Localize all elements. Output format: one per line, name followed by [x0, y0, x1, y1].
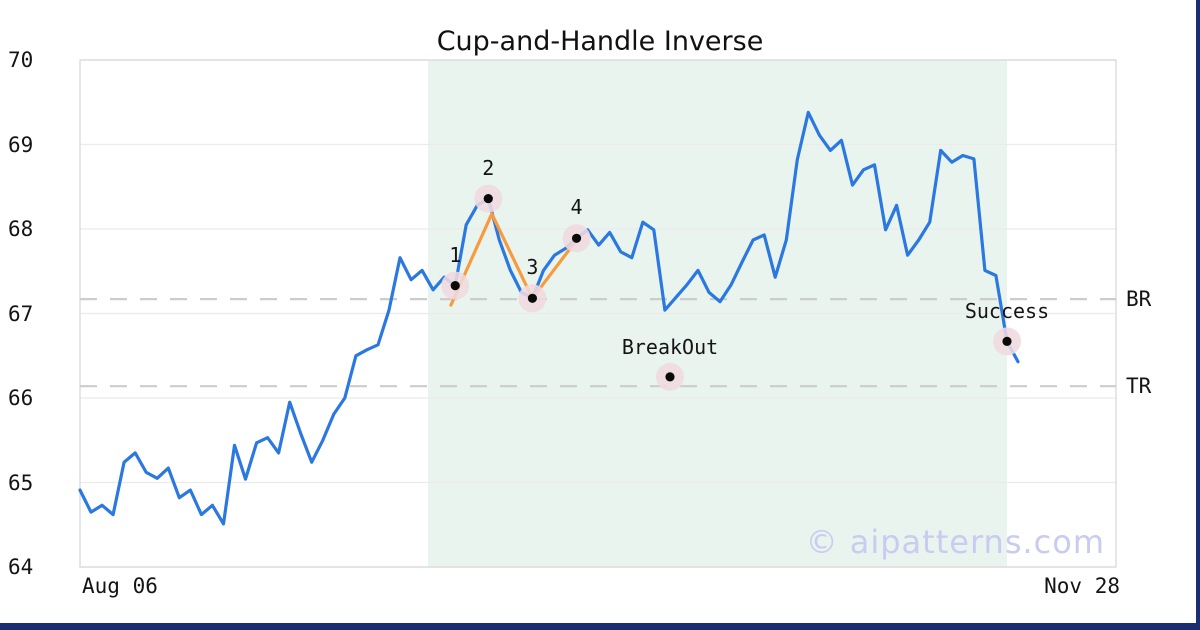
- price-line: [78, 110, 1020, 526]
- chart-title: Cup-and-Handle Inverse: [436, 26, 764, 57]
- pattern-point-label: 2: [482, 155, 495, 180]
- y-tick-label: 70: [8, 48, 34, 72]
- y-tick-label: 68: [8, 217, 34, 241]
- x-axis-start-label: Aug 06: [82, 574, 158, 598]
- plot-frame: [79, 59, 1117, 568]
- watermark-text: © aipatterns.com: [805, 523, 1105, 561]
- marker-dot: [450, 281, 460, 291]
- pattern-point-label: 1: [449, 242, 462, 267]
- y-tick-label: 67: [8, 301, 34, 326]
- bottom-edge-bar: [0, 623, 1200, 630]
- marker-dot: [665, 372, 675, 382]
- pattern-point-label: 4: [570, 195, 583, 220]
- event-label: Success: [964, 299, 1050, 324]
- y-tick-label: 65: [8, 470, 34, 495]
- pattern-point-label: 3: [526, 255, 539, 280]
- marker-dot: [571, 233, 582, 243]
- marker-dot: [483, 193, 493, 204]
- event-label: BreakOut: [621, 334, 719, 359]
- marker-dot: [527, 293, 538, 303]
- pattern-line: [449, 212, 579, 307]
- marker-dot: [1002, 336, 1012, 346]
- x-axis-end-label: Nov 28: [1044, 574, 1120, 598]
- level-label-br: BR: [1126, 287, 1152, 312]
- level-label-tr: TR: [1126, 374, 1152, 399]
- y-tick-label: 69: [8, 132, 34, 157]
- y-tick-label: 64: [8, 555, 34, 579]
- right-edge-bar: [1196, 0, 1200, 630]
- y-tick-label: 66: [8, 386, 34, 410]
